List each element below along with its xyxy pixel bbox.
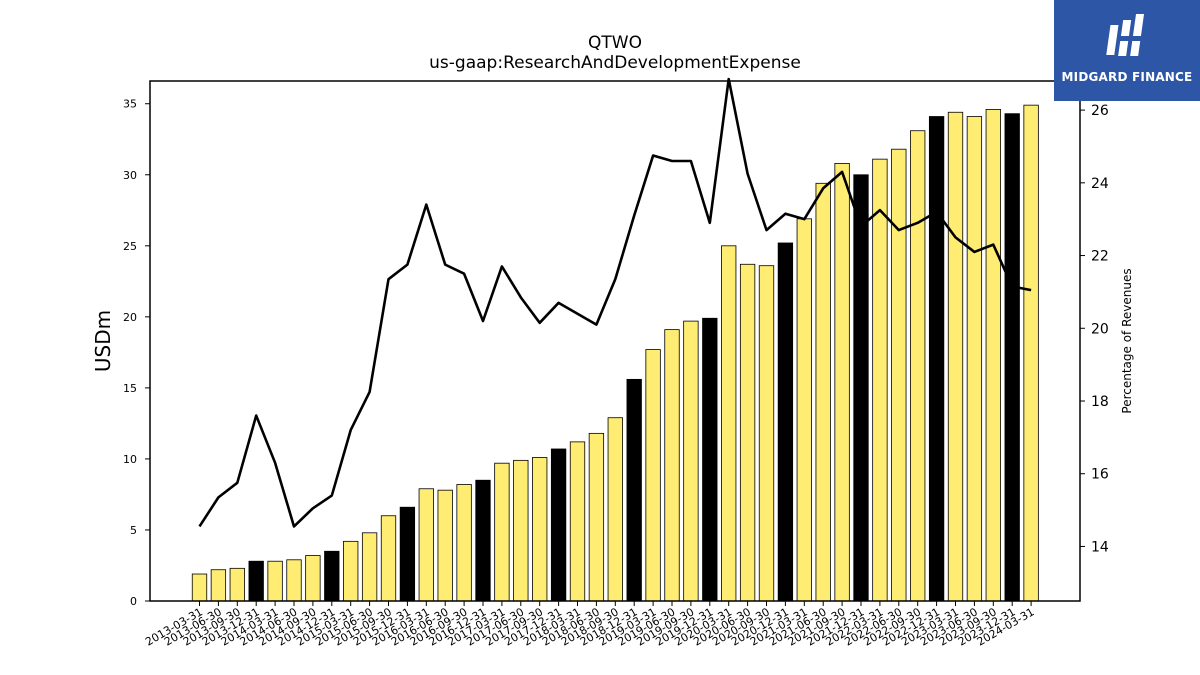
- bar-2018-06-30: [588, 432, 605, 602]
- bar-2015-03-31: [343, 540, 359, 602]
- bar-2019-12-31: [702, 317, 718, 602]
- chart-subtitle: us-gaap:ResearchAndDevelopmentExpense: [429, 53, 801, 73]
- y2-tick-label: 16: [1091, 467, 1109, 483]
- y2-tick-label: 24: [1091, 176, 1109, 192]
- bar-2021-09-30: [834, 162, 850, 602]
- bar-2023-06-30: [966, 116, 983, 602]
- y-tick-label: 30: [123, 169, 137, 182]
- logo-text: MIDGARD FINANCE: [1061, 70, 1193, 84]
- percentage-line: [198, 77, 1032, 528]
- bar-2013-12-31: [248, 560, 264, 602]
- bar-2017-12-31: [550, 448, 567, 602]
- y2-tick-label: 26: [1091, 103, 1109, 119]
- bars-layer: [191, 104, 1039, 602]
- chart-title: QTWO: [588, 33, 642, 53]
- y-axis-right: 14 16 18 20 22 24 26: [1080, 103, 1109, 555]
- bar-2021-03-31: [796, 218, 812, 602]
- bar-2023-09-30: [985, 109, 1001, 602]
- bar-2018-09-30: [607, 417, 623, 602]
- bar-2019-03-31: [645, 349, 661, 602]
- bar-2023-03-31: [947, 111, 964, 602]
- bar-2013-09-30: [229, 567, 245, 602]
- bar-2018-12-31: [626, 378, 642, 602]
- bar-2015-12-31: [399, 506, 416, 602]
- y2-tick-label: 22: [1091, 249, 1109, 265]
- y-tick-label: 25: [123, 240, 137, 253]
- bar-2016-12-31: [475, 479, 491, 602]
- bar-2017-03-31: [494, 462, 510, 602]
- y2-tick-label: 14: [1091, 539, 1109, 555]
- bar-2024-03-31: [1023, 104, 1039, 602]
- bar-2013-03-31: [191, 573, 208, 602]
- y-tick-label: 35: [123, 98, 137, 111]
- midgard-finance-logo: MIDGARD FINANCE: [1054, 0, 1200, 101]
- bar-2022-09-30: [910, 130, 926, 602]
- y-tick-label: 5: [130, 524, 137, 537]
- x-axis: 2013-03-312013-06-302013-09-302013-12-31…: [143, 601, 1037, 649]
- bar-2022-03-31: [872, 158, 888, 602]
- y2-tick-label: 20: [1091, 321, 1109, 337]
- bar-2020-09-30: [758, 265, 775, 602]
- bar-2017-09-30: [532, 457, 548, 602]
- logo-mark-icon: [1106, 14, 1150, 56]
- bar-2020-06-30: [739, 263, 756, 602]
- bar-2019-06-30: [664, 329, 680, 602]
- y-tick-label: 15: [123, 382, 137, 395]
- y-tick-label: 0: [130, 595, 137, 608]
- bar-2020-12-31: [777, 242, 794, 602]
- bar-2016-03-31: [418, 488, 434, 602]
- y-axis-label: USDm: [91, 310, 115, 372]
- bar-2020-03-31: [721, 245, 737, 602]
- bar-2015-06-30: [361, 532, 378, 602]
- bar-2022-12-31: [928, 116, 945, 602]
- bar-2016-09-30: [456, 484, 472, 602]
- line-layer: [198, 77, 1032, 528]
- bar-2018-03-31: [569, 441, 586, 602]
- bar-2017-06-30: [513, 459, 529, 602]
- y-axis-left: 0 5 10 15 20 25 30 35: [123, 98, 150, 608]
- y2-tick-label: 18: [1091, 394, 1109, 410]
- bar-2013-06-30: [210, 569, 227, 602]
- bar-2014-12-31: [324, 550, 340, 602]
- bar-2014-03-31: [267, 560, 283, 602]
- bar-2022-06-30: [891, 148, 907, 602]
- y-tick-label: 20: [123, 311, 137, 324]
- bar-2014-09-30: [305, 555, 321, 602]
- bar-2021-12-31: [853, 174, 869, 602]
- bar-2014-06-30: [286, 559, 302, 602]
- bar-2015-09-30: [380, 515, 397, 602]
- bar-2016-06-30: [437, 489, 453, 602]
- bar-2023-12-31: [1004, 113, 1020, 602]
- bar-2019-09-30: [683, 320, 699, 602]
- y-tick-label: 10: [123, 453, 137, 466]
- y2-axis-label: Percentage of Revenues: [1120, 268, 1134, 413]
- bar-2021-06-30: [815, 182, 831, 602]
